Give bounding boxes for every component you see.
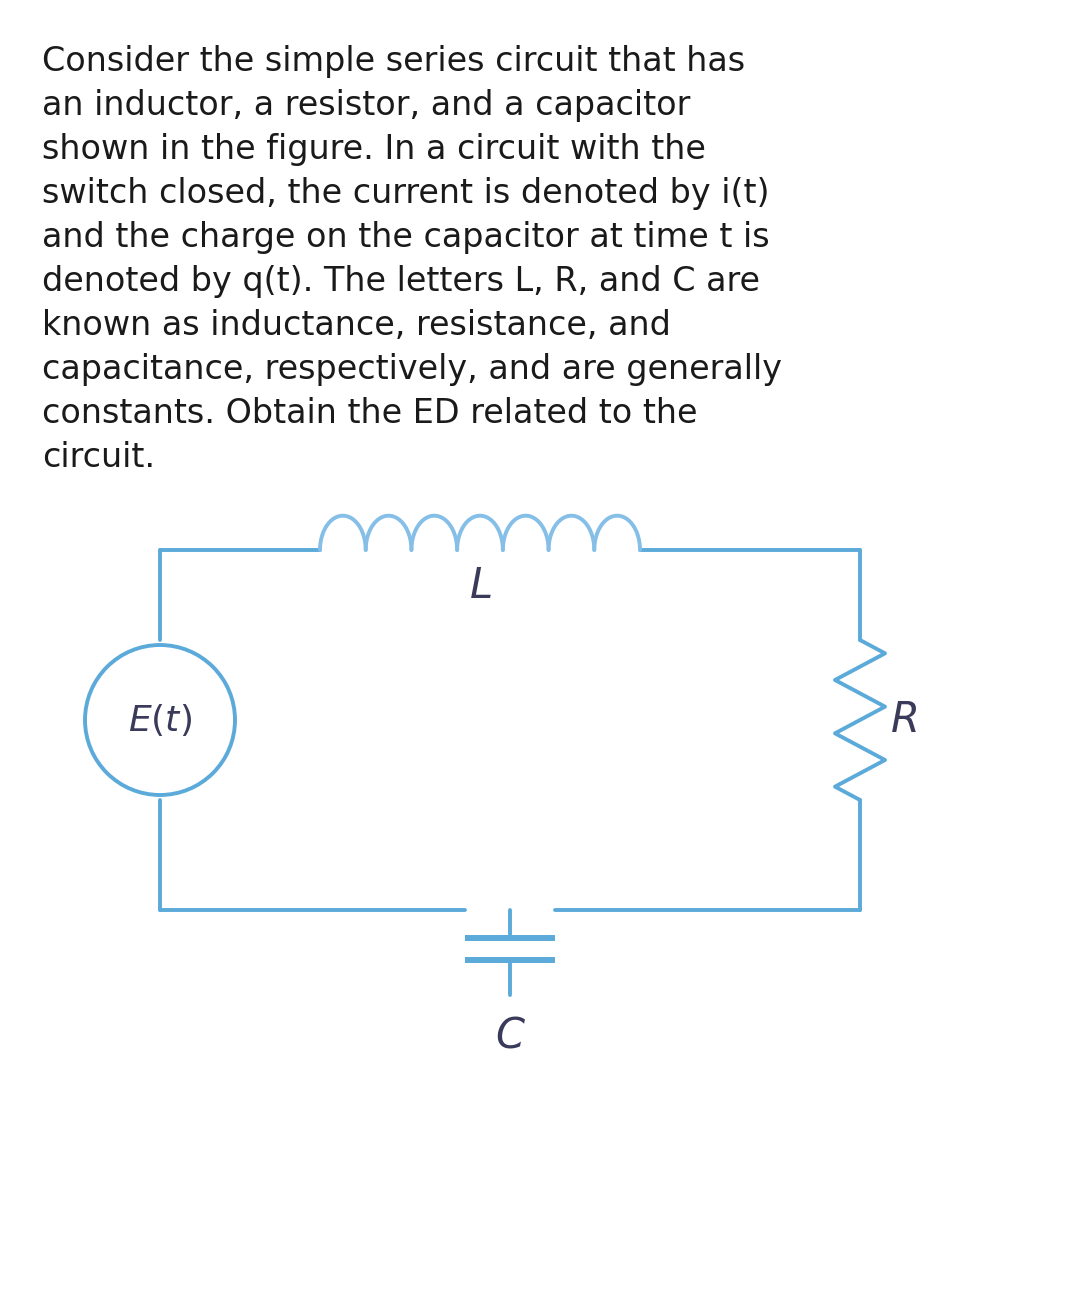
Text: shown in the figure. In a circuit with the: shown in the figure. In a circuit with t… [42, 133, 706, 166]
Text: and the charge on the capacitor at time t is: and the charge on the capacitor at time … [42, 221, 770, 254]
Text: $L$: $L$ [469, 565, 491, 608]
Text: constants. Obtain the ED related to the: constants. Obtain the ED related to the [42, 397, 698, 430]
Text: Consider the simple series circuit that has: Consider the simple series circuit that … [42, 45, 745, 77]
Text: capacitance, respectively, and are generally: capacitance, respectively, and are gener… [42, 353, 782, 386]
Text: $C$: $C$ [495, 1015, 526, 1057]
Text: $R$: $R$ [890, 699, 917, 740]
Text: $E(t)$: $E(t)$ [129, 702, 192, 738]
Text: switch closed, the current is denoted by i(t): switch closed, the current is denoted by… [42, 177, 769, 210]
Text: circuit.: circuit. [42, 441, 156, 473]
Text: an inductor, a resistor, and a capacitor: an inductor, a resistor, and a capacitor [42, 89, 690, 123]
Text: denoted by q(t). The letters L, R, and C are: denoted by q(t). The letters L, R, and C… [42, 264, 760, 298]
Text: known as inductance, resistance, and: known as inductance, resistance, and [42, 310, 671, 342]
